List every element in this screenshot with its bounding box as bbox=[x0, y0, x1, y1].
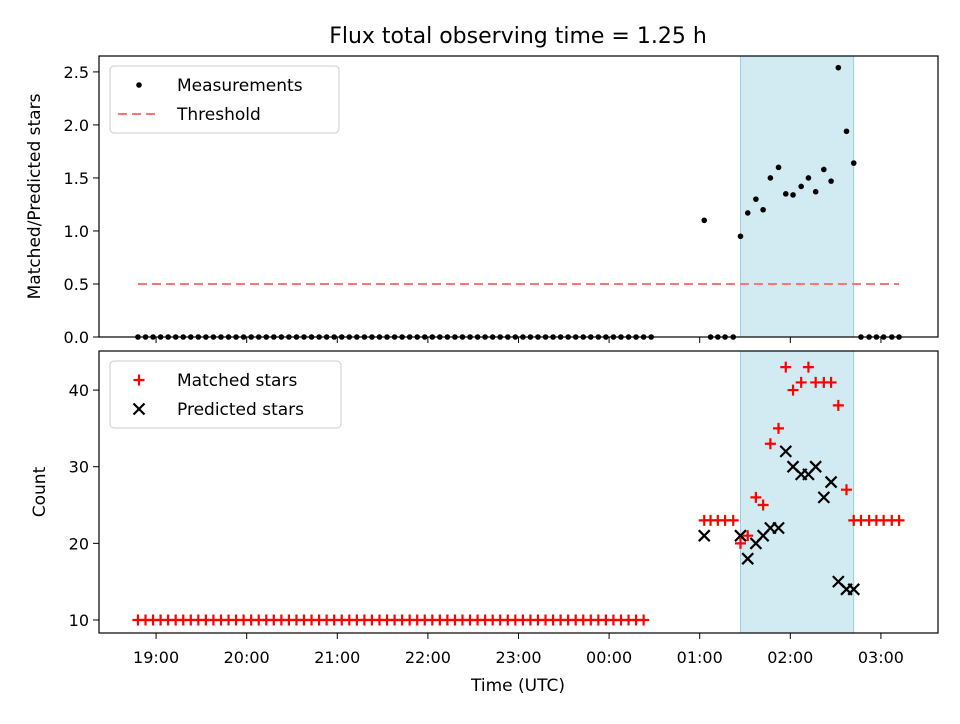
y-tick-label: 0.5 bbox=[64, 275, 89, 294]
measurements-point bbox=[798, 183, 804, 190]
x-tick-label: 21:00 bbox=[314, 648, 360, 667]
measurements-point bbox=[744, 210, 751, 216]
legend-box bbox=[109, 360, 342, 429]
y-tick-label: 2.0 bbox=[64, 116, 89, 135]
top-panel-ratio: 0.0 0.5 1.0 1.5 2.0 2.5 Matched/Predicted star… bbox=[25, 55, 939, 347]
measurements-point bbox=[812, 188, 819, 195]
matched-stars-point bbox=[742, 530, 754, 542]
x-tick-label: 03:00 bbox=[858, 648, 904, 667]
predicted-stars-point bbox=[847, 583, 861, 596]
matched-stars-point bbox=[825, 376, 837, 388]
chart-title: Flux total observing time = 1.25 h bbox=[329, 24, 707, 49]
bottom-panel-counts: 10 20 30 40 19:00 20:00 21:00 22:00 23:00 00:00 01… bbox=[30, 350, 939, 667]
predicted-stars-point bbox=[734, 529, 747, 542]
predicted-stars-point bbox=[772, 521, 785, 535]
y-tick-label: 1.5 bbox=[64, 169, 89, 188]
legend-box bbox=[109, 65, 340, 134]
y-tick-label: 40 bbox=[69, 381, 89, 400]
measurements-point bbox=[850, 160, 857, 166]
matched-stars-point bbox=[773, 422, 785, 434]
y-axis-label: Count bbox=[30, 466, 50, 517]
measurements-point bbox=[737, 233, 744, 240]
x-tick-label: 02:00 bbox=[767, 648, 813, 667]
x-tick-label: 23:00 bbox=[495, 648, 541, 667]
legend-label: Threshold bbox=[176, 105, 261, 125]
matched-stars-point bbox=[764, 438, 776, 450]
measurements-point bbox=[760, 206, 766, 213]
legend-label: Predicted stars bbox=[177, 400, 304, 420]
measurements-point bbox=[821, 166, 827, 173]
y-tick-label: 1.0 bbox=[64, 222, 89, 241]
matched-stars-point bbox=[638, 614, 650, 626]
legend: Measurements Threshold bbox=[109, 65, 340, 134]
highlight-span bbox=[740, 350, 855, 634]
predicted-stars-point bbox=[809, 460, 822, 473]
y-tick-label: 20 bbox=[69, 534, 89, 553]
measurements-point bbox=[767, 175, 774, 181]
y-tick-label: 0.0 bbox=[64, 328, 89, 347]
matched-stars-point bbox=[840, 484, 852, 496]
measurements-point bbox=[790, 192, 796, 198]
y-axis-label: Matched/Predicted stars bbox=[25, 93, 45, 299]
matched-stars-point bbox=[893, 514, 905, 526]
measurements-point bbox=[843, 128, 850, 135]
predicted-stars-point bbox=[817, 491, 831, 504]
matched-stars-point bbox=[832, 399, 844, 411]
matched-stars-point bbox=[787, 384, 799, 396]
measurements-point bbox=[828, 178, 834, 184]
measurements-point bbox=[782, 191, 789, 197]
legend-swatch bbox=[132, 402, 146, 416]
legend: Matched stars Predicted stars bbox=[109, 360, 342, 429]
y-tick-label: 30 bbox=[69, 458, 89, 477]
measurements-point bbox=[753, 196, 759, 202]
x-tick-label: 22:00 bbox=[405, 648, 451, 667]
legend-swatch bbox=[133, 374, 145, 386]
measurements-point bbox=[835, 64, 842, 71]
matched-stars-point bbox=[750, 491, 762, 503]
y-tick-label: 10 bbox=[69, 611, 89, 630]
matched-stars-point bbox=[780, 361, 792, 373]
x-tick-label: 19:00 bbox=[133, 648, 179, 667]
matched-stars-point bbox=[727, 514, 739, 526]
measurements-point bbox=[701, 217, 708, 224]
measurements-point bbox=[805, 175, 812, 181]
matched-stars-point bbox=[802, 361, 814, 373]
predicted-stars-point bbox=[779, 445, 793, 458]
x-tick-label: 20:00 bbox=[224, 648, 270, 667]
predicted-stars-point bbox=[824, 475, 838, 489]
predicted-stars-point bbox=[741, 552, 755, 565]
measurements-point bbox=[775, 164, 782, 171]
matched-stars-point bbox=[757, 499, 769, 511]
y-tick-label: 2.5 bbox=[64, 63, 89, 82]
x-axis-label: Time (UTC) bbox=[470, 676, 565, 696]
legend-label: Matched stars bbox=[177, 371, 297, 391]
legend-label: Measurements bbox=[177, 76, 303, 96]
matched-stars-point bbox=[795, 376, 807, 388]
highlight-span bbox=[740, 55, 855, 338]
x-tick-label: 00:00 bbox=[586, 648, 632, 667]
predicted-stars-point bbox=[697, 529, 711, 542]
matched-stars-point bbox=[734, 537, 746, 549]
legend-swatch bbox=[136, 82, 142, 88]
x-tick-label: 01:00 bbox=[677, 648, 723, 667]
